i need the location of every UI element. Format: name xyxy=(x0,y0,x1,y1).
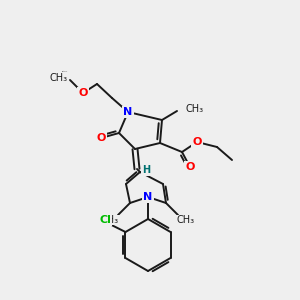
Text: CH₃: CH₃ xyxy=(50,73,68,83)
Text: O: O xyxy=(192,137,202,147)
Text: N: N xyxy=(143,192,153,202)
Text: Cl: Cl xyxy=(100,215,111,225)
Text: methoxy: methoxy xyxy=(62,71,68,72)
Text: O: O xyxy=(185,162,195,172)
Text: N: N xyxy=(123,107,133,117)
Text: O: O xyxy=(78,88,88,98)
Text: CH₃: CH₃ xyxy=(101,215,119,225)
Text: CH₃: CH₃ xyxy=(177,215,195,225)
Text: H: H xyxy=(142,165,150,175)
Text: O: O xyxy=(96,133,106,143)
Text: CH₃: CH₃ xyxy=(185,104,203,114)
